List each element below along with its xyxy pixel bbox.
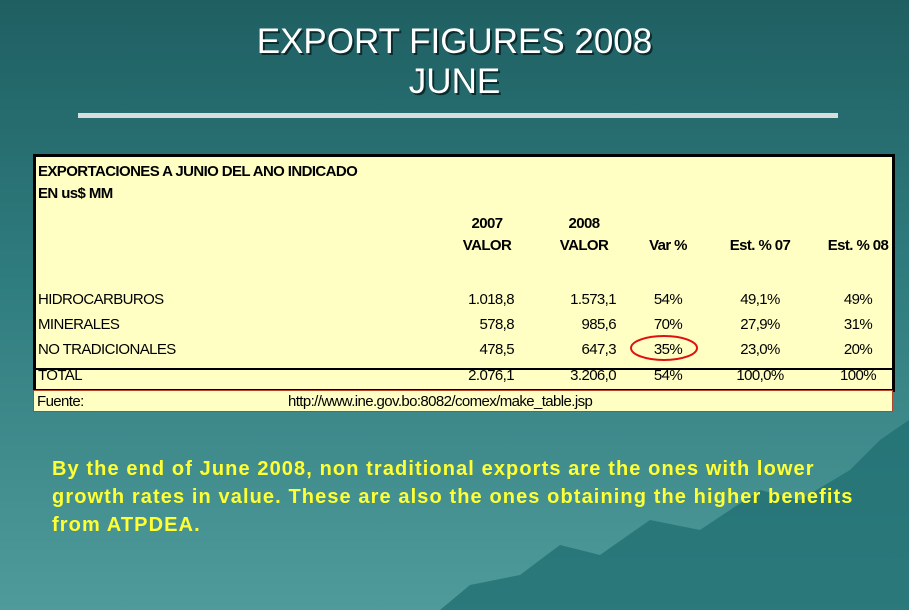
cell: 100% (798, 367, 909, 384)
source-row: Fuente: http://www.ine.gov.bo:8082/comex… (33, 390, 893, 412)
note: By the end of June 2008, non traditional… (52, 455, 872, 539)
cell: 478,5 (479, 341, 514, 358)
cell: 49% (798, 291, 909, 308)
slide: EXPORT FIGURES 2008 JUNE EXPORTACIONES A… (0, 0, 909, 610)
highlight-ellipse (628, 332, 700, 364)
column-header: Est. % 08 (798, 237, 909, 254)
year-header: 2008 (524, 215, 644, 232)
row-label: MINERALES (38, 316, 119, 333)
caption: EXPORTACIONES A JUNIO DEL ANO INDICADO (38, 163, 357, 180)
cell: 20% (798, 341, 909, 358)
subtitle: JUNE (0, 62, 909, 102)
cell: 578,8 (479, 316, 514, 333)
title-rule (78, 113, 838, 118)
cell: 31% (798, 316, 909, 333)
table: EXPORTACIONES A JUNIO DEL ANO INDICADO E… (33, 154, 895, 392)
row-label: TOTAL (38, 367, 82, 384)
cell: 2.076,1 (468, 367, 514, 384)
cell: 1.018,8 (468, 291, 514, 308)
title: EXPORT FIGURES 2008 (0, 22, 909, 62)
source-label: Fuente: (37, 393, 84, 410)
row-label: NO TRADICIONALES (38, 341, 176, 358)
row-label: HIDROCARBUROS (38, 291, 164, 308)
caption: EN us$ MM (38, 185, 113, 202)
source-url: http://www.ine.gov.bo:8082/comex/make_ta… (288, 393, 592, 410)
ellipse (631, 336, 697, 360)
